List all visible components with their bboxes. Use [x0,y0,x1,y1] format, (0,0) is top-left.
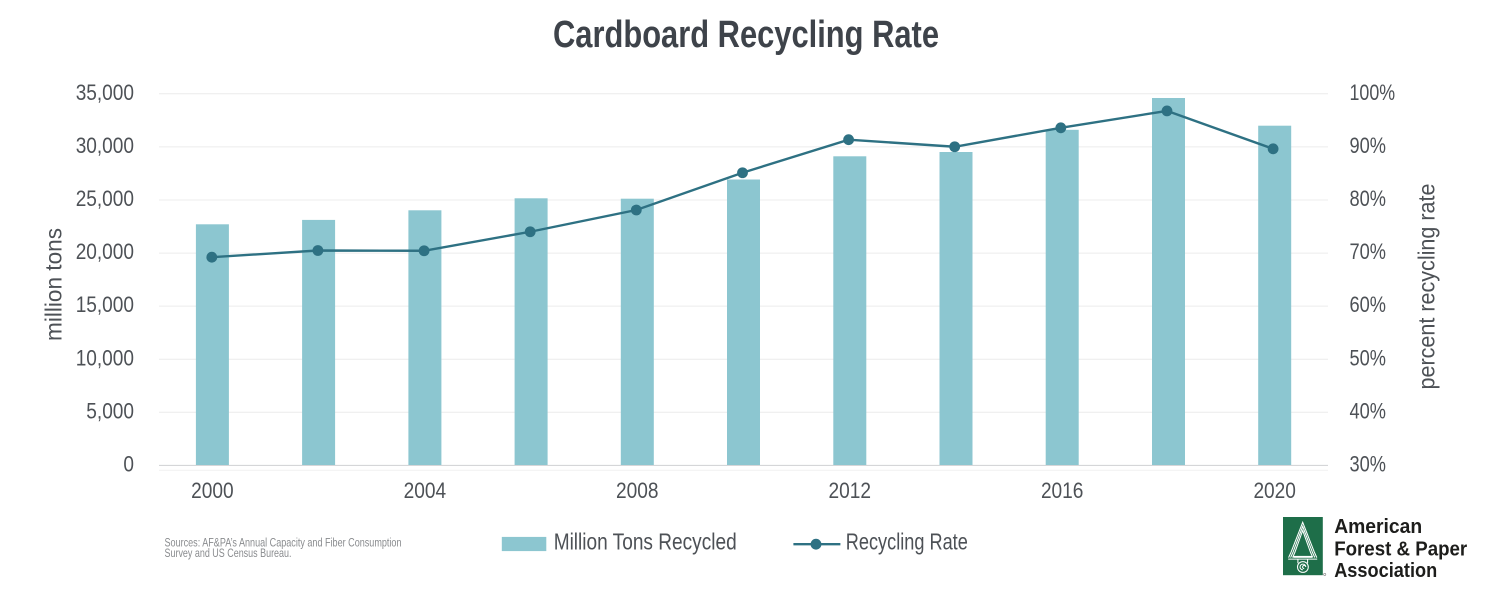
svg-text:million tons: million tons [41,228,67,341]
svg-text:50%: 50% [1350,345,1387,370]
svg-text:percent recycling rate: percent recycling rate [1414,184,1440,390]
svg-text:2020: 2020 [1253,478,1296,503]
svg-text:0: 0 [123,452,134,477]
svg-text:30,000: 30,000 [76,133,134,158]
svg-text:30%: 30% [1350,452,1387,477]
svg-text:Survey and US Census Bureau.: Survey and US Census Bureau. [165,546,292,560]
svg-text:5,000: 5,000 [86,398,134,423]
svg-text:70%: 70% [1350,239,1387,264]
svg-text:2000: 2000 [191,478,234,503]
svg-text:Recycling Rate: Recycling Rate [846,529,968,555]
svg-text:Forest & Paper: Forest & Paper [1334,538,1467,560]
svg-text:Cardboard Recycling Rate: Cardboard Recycling Rate [553,14,939,56]
svg-text:Association: Association [1334,560,1437,582]
svg-text:Million Tons Recycled: Million Tons Recycled [554,529,737,555]
svg-text:10,000: 10,000 [76,345,134,370]
svg-text:20,000: 20,000 [76,239,134,264]
svg-text:American: American [1334,516,1422,538]
svg-text:60%: 60% [1350,292,1387,317]
svg-text:25,000: 25,000 [76,186,134,211]
svg-text:100%: 100% [1350,80,1396,105]
svg-text:15,000: 15,000 [76,292,134,317]
svg-text:2004: 2004 [404,478,447,503]
svg-text:90%: 90% [1350,133,1387,158]
svg-text:2008: 2008 [616,478,659,503]
svg-text:80%: 80% [1350,186,1387,211]
svg-text:35,000: 35,000 [76,80,134,105]
svg-text:2012: 2012 [829,478,872,503]
svg-text:Sources: AF&PA’s Annual Capaci: Sources: AF&PA’s Annual Capacity and Fib… [165,536,402,550]
svg-text:2016: 2016 [1041,478,1084,503]
svg-text:40%: 40% [1350,398,1387,423]
